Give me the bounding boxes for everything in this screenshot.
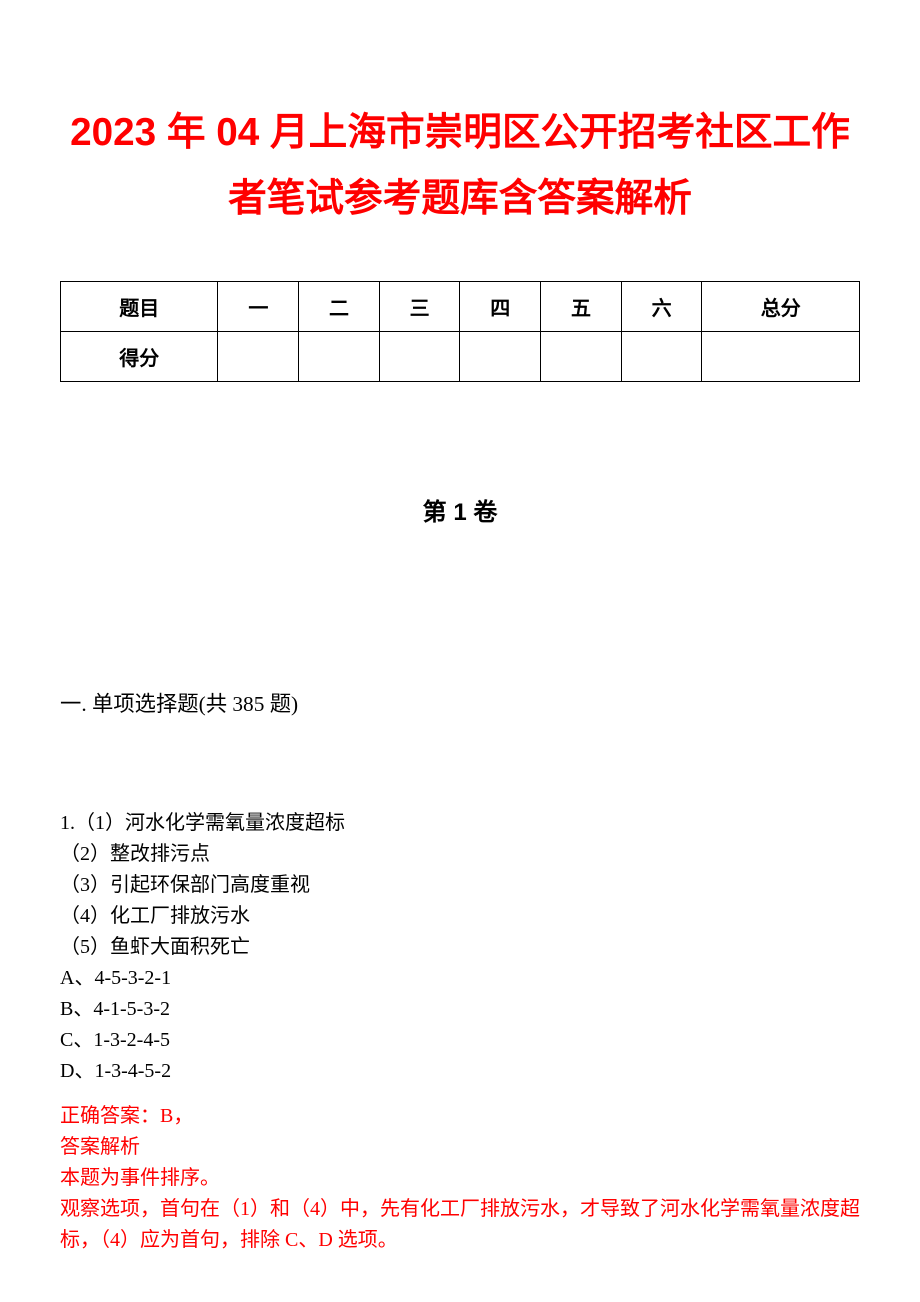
question-line: 1.（1）河水化学需氧量浓度超标 [60, 808, 860, 839]
score-header-cell: 五 [541, 282, 622, 332]
score-header-cell: 四 [460, 282, 541, 332]
volume-heading: 第 1 卷 [60, 492, 860, 527]
score-header-cell: 总分 [702, 282, 860, 332]
score-table-header-row: 题目 一 二 三 四 五 六 总分 [61, 282, 860, 332]
score-header-cell: 题目 [61, 282, 218, 332]
score-cell [299, 332, 380, 382]
score-header-cell: 六 [621, 282, 702, 332]
question-line: （2）整改排污点 [60, 839, 860, 870]
question-line: （3）引起环保部门高度重视 [60, 870, 860, 901]
score-cell [702, 332, 860, 382]
question-option: C、1-3-2-4-5 [60, 1025, 860, 1056]
correct-answer: 正确答案：B， [60, 1101, 860, 1132]
score-row-label: 得分 [61, 332, 218, 382]
score-cell [218, 332, 299, 382]
question-option: A、4-5-3-2-1 [60, 963, 860, 994]
section-heading: 一. 单项选择题(共 385 题) [60, 687, 860, 718]
score-header-cell: 三 [379, 282, 460, 332]
score-cell [379, 332, 460, 382]
score-header-cell: 二 [299, 282, 380, 332]
score-header-cell: 一 [218, 282, 299, 332]
question-line: （5）鱼虾大面积死亡 [60, 932, 860, 963]
answer-analysis-line: 本题为事件排序。 [60, 1163, 860, 1194]
question-block: 1.（1）河水化学需氧量浓度超标 （2）整改排污点 （3）引起环保部门高度重视 … [60, 808, 860, 1087]
score-table-score-row: 得分 [61, 332, 860, 382]
question-option: B、4-1-5-3-2 [60, 994, 860, 1025]
answer-block: 正确答案：B， 答案解析 本题为事件排序。 观察选项，首句在（1）和（4）中，先… [60, 1101, 860, 1256]
score-cell [541, 332, 622, 382]
score-table: 题目 一 二 三 四 五 六 总分 得分 [60, 281, 860, 382]
answer-analysis-label: 答案解析 [60, 1132, 860, 1163]
score-cell [460, 332, 541, 382]
document-title: 2023 年 04 月上海市崇明区公开招考社区工作者笔试参考题库含答案解析 [60, 100, 860, 231]
score-cell [621, 332, 702, 382]
question-option: D、1-3-4-5-2 [60, 1056, 860, 1087]
question-line: （4）化工厂排放污水 [60, 901, 860, 932]
answer-analysis-line: 观察选项，首句在（1）和（4）中，先有化工厂排放污水，才导致了河水化学需氧量浓度… [60, 1194, 860, 1256]
